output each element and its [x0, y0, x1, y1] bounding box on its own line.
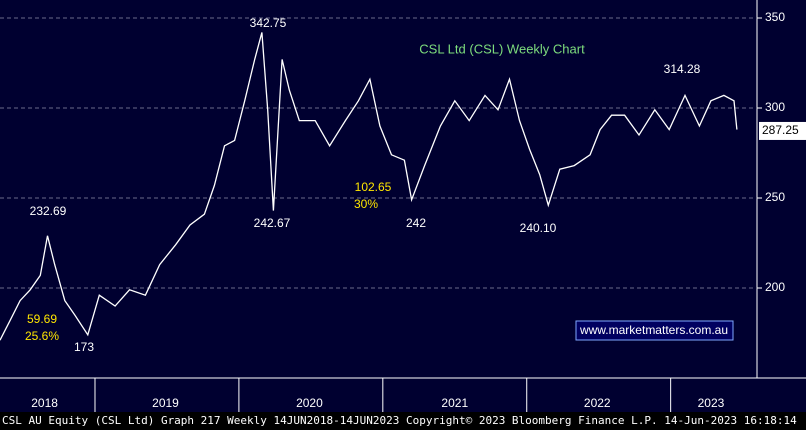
last-price-box: [759, 121, 806, 140]
annotation: 240.10: [520, 221, 557, 235]
right-axis-area: [757, 0, 806, 412]
footer-bar: [0, 412, 806, 430]
x-tick-label: 2021: [441, 396, 468, 410]
chart-title: CSL Ltd (CSL) Weekly Chart: [419, 41, 585, 56]
x-tick-label: 2019: [152, 396, 179, 410]
x-tick-label: 2018: [31, 396, 58, 410]
link-box: [575, 320, 734, 341]
y-tick-label: 300: [765, 100, 785, 114]
footer: CSL AU Equity (CSL Ltd) Graph 217 Weekly…: [2, 414, 797, 427]
move-annotation: 25.6%: [25, 329, 59, 343]
move-annotation: 30%: [354, 197, 378, 211]
y-tick-label: 350: [765, 10, 785, 24]
move-annotation: 59.69: [27, 312, 57, 326]
annotation: 242.67: [254, 216, 291, 230]
move-annotation: 102.65: [355, 180, 392, 194]
x-tick-label: 2020: [296, 396, 323, 410]
y-tick-label: 250: [765, 190, 785, 204]
annotation: 342.75: [250, 16, 287, 30]
annotation: 232.69: [30, 204, 67, 218]
y-tick-label: 200: [765, 280, 785, 294]
last-price-label: 287.25: [762, 123, 799, 137]
link[interactable]: www.marketmatters.com.au: [579, 323, 728, 337]
annotation: 242: [406, 216, 426, 230]
price-line: [0, 32, 738, 341]
annotation: 314.28: [664, 62, 701, 76]
x-tick-label: 2023: [698, 396, 725, 410]
background: [0, 0, 806, 412]
x-tick-label: 2022: [584, 396, 611, 410]
annotation: 173: [74, 340, 94, 354]
